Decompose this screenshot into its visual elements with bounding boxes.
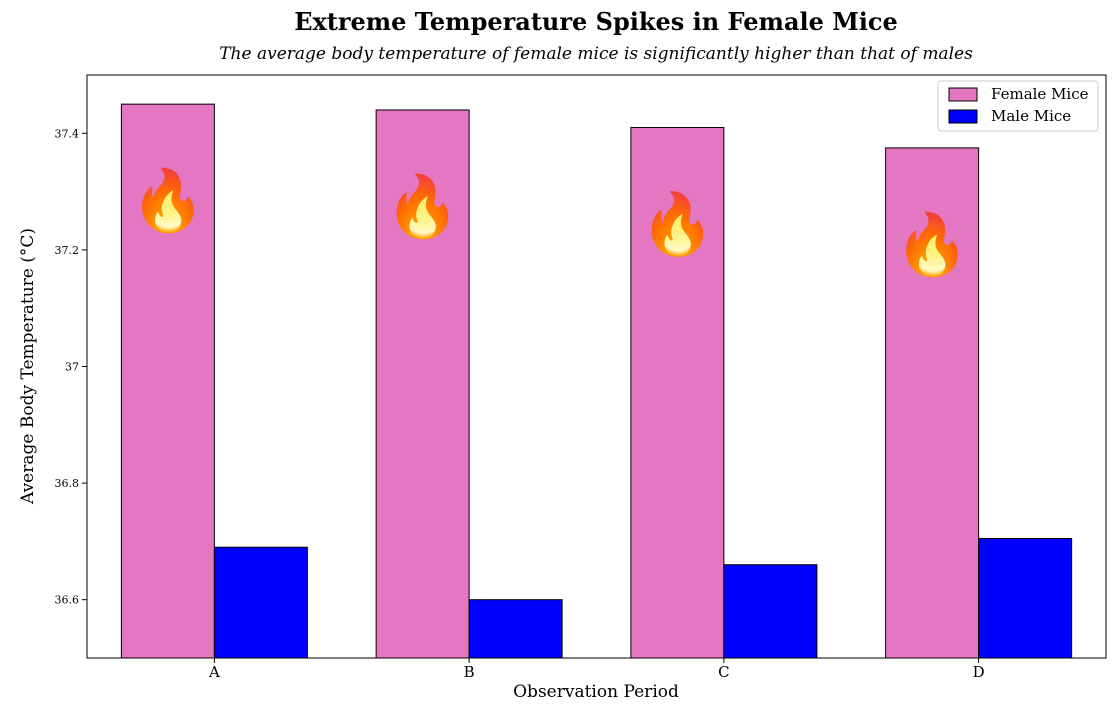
fire-icon: 🔥: [640, 189, 715, 258]
legend: Female Mice Male Mice: [937, 80, 1099, 132]
x-tick-label: B: [464, 663, 475, 681]
bar-female: [630, 126, 725, 659]
y-tick-label: 37.2: [55, 244, 80, 257]
y-tick-label: 37: [65, 361, 79, 374]
bar-male: [468, 599, 563, 659]
legend-label: Female Mice: [991, 85, 1089, 103]
bar-male: [978, 537, 1073, 659]
x-tick-label: A: [208, 663, 220, 681]
y-axis-label: Average Body Temperature (°C): [18, 228, 38, 505]
chart-subtitle: The average body temperature of female m…: [219, 44, 973, 64]
y-tick-label: 36.6: [55, 594, 80, 607]
plot-frame: [86, 74, 1107, 659]
bar-female: [120, 103, 215, 659]
legend-label: Male Mice: [991, 107, 1071, 125]
plot-area: 36.6 36.8 37 37.2 37.4 🔥 A 🔥 B 🔥 C 🔥 D: [55, 74, 1107, 681]
legend-swatch: [948, 109, 978, 124]
fire-icon: 🔥: [895, 210, 970, 279]
bar-male: [723, 564, 818, 659]
fire-icon: 🔥: [131, 166, 206, 235]
bar-female: [375, 109, 470, 659]
legend-box: [937, 80, 1099, 132]
fire-icon: 🔥: [385, 172, 460, 241]
y-tick-label: 37.4: [55, 127, 80, 140]
y-tick-label: 36.8: [55, 477, 80, 490]
x-axis-label: Observation Period: [513, 682, 679, 702]
x-tick-label: D: [973, 663, 985, 681]
x-tick-label: C: [718, 663, 729, 681]
bar-male: [213, 546, 308, 659]
chart-title: Extreme Temperature Spikes in Female Mic…: [294, 7, 898, 36]
bar-female: [885, 147, 980, 659]
legend-swatch: [948, 87, 978, 102]
